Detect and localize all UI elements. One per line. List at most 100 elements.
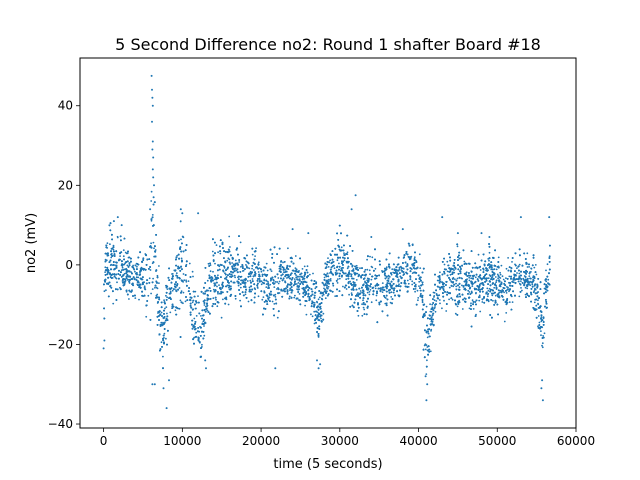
scatter-point [486, 295, 489, 298]
scatter-point [134, 270, 136, 273]
scatter-point [443, 263, 446, 266]
scatter-point [413, 257, 416, 260]
scatter-point [180, 290, 183, 293]
scatter-point [541, 346, 544, 349]
scatter-point [415, 259, 417, 262]
scatter-point [260, 283, 263, 286]
scatter-point [401, 270, 403, 273]
scatter-point [160, 311, 163, 314]
scatter-point [352, 277, 355, 280]
scatter-point [315, 281, 318, 283]
scatter-point [439, 280, 442, 283]
scatter-point [150, 200, 153, 202]
scatter-point [216, 285, 218, 288]
scatter-point [429, 303, 431, 306]
scatter-point [322, 312, 325, 315]
scatter-point [430, 330, 432, 332]
scatter-point [328, 278, 330, 281]
scatter-point [126, 264, 129, 267]
scatter-point [368, 293, 371, 296]
scatter-point [546, 263, 549, 266]
scatter-point [282, 261, 284, 264]
scatter-point [282, 277, 285, 280]
scatter-point [218, 265, 221, 268]
scatter-point [359, 290, 362, 292]
scatter-point [152, 277, 155, 280]
scatter-point [251, 278, 254, 280]
scatter-point [540, 316, 543, 318]
scatter-point [185, 279, 188, 282]
scatter-point [366, 268, 369, 271]
scatter-point [543, 332, 546, 335]
scatter-point [224, 272, 226, 275]
scatter-point [363, 308, 366, 311]
scatter-point [278, 280, 281, 283]
scatter-point [249, 270, 252, 273]
scatter-point [180, 257, 183, 260]
scatter-point [499, 277, 502, 279]
scatter-point [448, 298, 450, 301]
scatter-point [453, 278, 456, 280]
scatter-point [499, 273, 502, 276]
scatter-point [463, 260, 466, 263]
scatter-point [239, 299, 242, 302]
scatter-point [174, 309, 177, 312]
scatter-point [313, 310, 316, 313]
scatter-point [197, 295, 199, 297]
scatter-point [223, 267, 226, 269]
scatter-point [533, 266, 536, 269]
scatter-point [299, 275, 301, 278]
scatter-point [257, 261, 260, 264]
scatter-point [200, 315, 202, 317]
scatter-point [498, 291, 501, 294]
scatter-point [438, 294, 441, 297]
scatter-point [435, 300, 438, 302]
scatter-point [333, 267, 336, 270]
scatter-point [126, 279, 129, 281]
scatter-point [245, 264, 247, 266]
scatter-point [257, 271, 260, 273]
scatter-point [356, 272, 359, 275]
scatter-point [305, 281, 308, 284]
scatter-point [417, 297, 420, 299]
scatter-point [302, 283, 304, 286]
scatter-point [538, 321, 541, 324]
scatter-point [143, 285, 146, 288]
scatter-point [505, 292, 508, 294]
scatter-point [284, 268, 286, 271]
scatter-point [342, 285, 344, 288]
scatter-point [178, 239, 180, 242]
scatter-point [293, 296, 296, 299]
scatter-point [532, 291, 535, 294]
scatter-point [456, 245, 459, 248]
scatter-point [488, 287, 491, 290]
scatter-point [345, 278, 348, 281]
scatter-point [304, 304, 306, 307]
scatter-point [545, 269, 547, 272]
scatter-point [110, 256, 113, 259]
scatter-point [336, 282, 339, 284]
scatter-point [195, 331, 198, 334]
scatter-point [229, 263, 232, 265]
scatter-point [192, 275, 194, 278]
scatter-point [435, 293, 438, 295]
scatter-point [393, 263, 395, 266]
scatter-point [305, 291, 308, 293]
scatter-point [381, 291, 384, 293]
scatter-point [390, 273, 393, 276]
scatter-point [438, 299, 441, 301]
scatter-point [390, 296, 393, 298]
scatter-point [155, 294, 158, 297]
scatter-point [472, 308, 475, 310]
scatter-point [508, 301, 511, 303]
scatter-point [479, 269, 482, 271]
scatter-point [227, 303, 230, 306]
scatter-point [529, 284, 532, 287]
scatter-point [364, 268, 367, 271]
scatter-point [265, 262, 268, 265]
scatter-point [153, 247, 155, 250]
scatter-point [338, 262, 340, 265]
scatter-point [321, 295, 324, 297]
scatter-point [225, 278, 228, 281]
scatter-point [216, 305, 219, 308]
